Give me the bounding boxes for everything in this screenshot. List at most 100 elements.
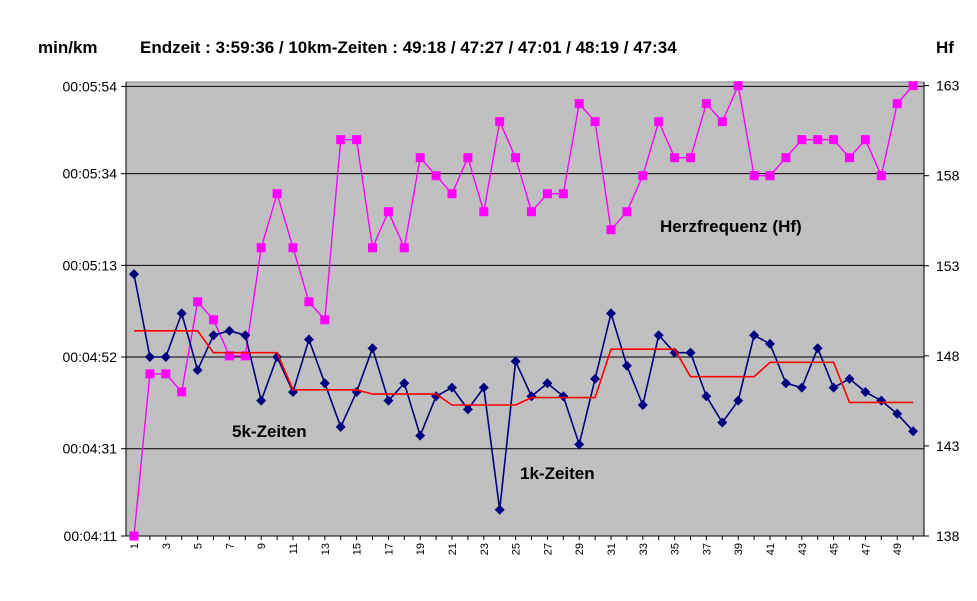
hf-point [542,189,552,199]
hf-point [876,171,886,181]
x-tick-label: 47 [860,543,872,555]
y-left-tick-label: 00:05:34 [63,166,118,182]
hf-point [352,135,362,145]
hf-point [781,153,791,163]
k1-point [335,421,346,432]
k1-point [606,308,616,319]
hf-point [129,531,139,541]
hf-point [288,243,298,253]
k1-point [733,395,744,406]
x-tick-label: 37 [701,543,713,555]
series-label-k1: 1k-Zeiten [520,464,595,483]
x-tick-label: 31 [606,543,618,555]
x-tick-label: 19 [415,543,427,555]
y-right-tick-label: 158 [936,168,960,184]
hf-point [256,243,266,253]
k1-point [129,269,139,280]
y-left-tick-label: 00:04:31 [63,441,118,457]
k1-point [908,426,919,437]
k1-point [717,417,728,428]
hf-point [701,99,711,109]
k1-point [828,382,839,393]
y-right-tick-label: 163 [936,78,960,94]
k1-point [399,378,410,389]
hf-point [527,207,536,217]
hf-point [431,171,441,181]
hf-point [224,351,234,361]
x-tick-label: 23 [479,543,491,555]
hf-point [733,81,743,91]
x-tick-label: 9 [256,543,268,549]
x-tick-label: 25 [511,543,523,555]
x-tick-label: 15 [352,543,364,555]
k1-point [796,382,807,393]
hf-point [447,189,457,199]
x-tick-label: 33 [638,543,650,555]
hf-point [622,207,632,217]
y-left-tick-label: 00:05:13 [63,257,118,273]
right-axis-unit: Hf [936,38,954,57]
hf-point [590,117,600,127]
hf-point [813,135,823,145]
hf-point [717,117,727,127]
k1-point [478,382,489,393]
k1-point [621,360,632,371]
x-tick-label: 49 [892,543,904,555]
hf-point [860,135,870,145]
k1-point [256,395,267,406]
k1-point [892,408,903,419]
hf-point [749,171,759,181]
x-tick-label: 5 [193,543,205,549]
k1-point [383,395,394,406]
hf-point [892,99,902,109]
hf-point [209,315,218,325]
y-right-tick-label: 143 [936,438,960,454]
x-tick-label: 1 [129,543,141,549]
k1-point [590,373,601,384]
k1-point [542,378,553,389]
hf-point [511,153,521,163]
hf-point [368,243,377,253]
hf-point [479,207,489,217]
hf-point [145,369,155,379]
x-tick-label: 35 [670,543,682,555]
x-tick-label: 39 [733,543,745,555]
x-tick-label: 29 [574,543,586,555]
hf-point [399,243,409,253]
k1-point [685,347,696,358]
hf-point [383,207,393,217]
hf-point [320,315,330,325]
k1-point [240,330,251,341]
hf-point [336,135,346,145]
hf-point [845,153,854,163]
k1-point [319,378,330,389]
k1-point [447,382,457,393]
hf-point [177,387,187,397]
y-left-tick-label: 00:04:52 [63,349,118,365]
y-right-tick-label: 148 [936,348,960,364]
hf-point [574,99,584,109]
k1-point [192,365,203,376]
plot-area [125,81,925,537]
x-tick-label: 17 [383,543,395,555]
y-left-tick-label: 00:05:54 [63,78,118,94]
hf-point [272,189,282,199]
k1-point [812,343,823,354]
hf-point [193,297,203,307]
chart-title: Endzeit : 3:59:36 / 10km-Zeiten : 49:18 … [140,38,677,57]
series-line-k5 [134,329,914,406]
x-tick-label: 7 [224,543,236,549]
series-label-hf: Herzfrequenz (Hf) [660,217,802,236]
hf-point [908,81,918,91]
k1-point [637,400,648,411]
hf-point [161,369,171,379]
hf-point [797,135,807,145]
hf-point [240,351,250,361]
hf-point [654,117,664,127]
left-axis-unit: min/km [38,38,98,57]
k1-point [701,391,712,402]
k1-point [844,373,855,384]
hf-point [558,189,568,199]
y-left-tick-label: 00:04:11 [64,528,118,544]
